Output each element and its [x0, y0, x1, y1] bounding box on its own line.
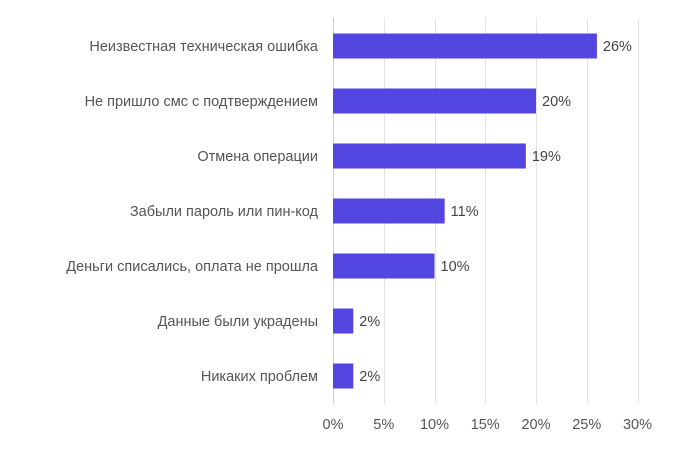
category-label: Неизвестная техническая ошибка: [89, 39, 319, 55]
data-label: 20%: [542, 94, 571, 110]
data-label: 19%: [532, 149, 561, 165]
bar: [333, 363, 354, 389]
x-axis-ticks: 0% 5% 10% 15% 20% 25% 30%: [323, 417, 653, 433]
data-label: 2%: [359, 369, 380, 385]
x-tick-label: 30%: [623, 417, 652, 433]
category-labels: Неизвестная техническая ошибка Не пришло …: [66, 39, 319, 385]
data-label: 10%: [441, 259, 470, 275]
bars: [333, 33, 597, 389]
x-tick-label: 5%: [373, 417, 394, 433]
x-tick-label: 20%: [521, 417, 550, 433]
bar: [333, 33, 597, 59]
category-label: Никаких проблем: [201, 369, 318, 385]
bar: [333, 253, 435, 279]
bar: [333, 88, 536, 114]
data-label: 11%: [451, 204, 479, 220]
bar: [333, 143, 526, 169]
data-labels: 26% 20% 19% 11% 10% 2% 2%: [359, 39, 632, 385]
data-label: 2%: [359, 314, 380, 330]
category-label: Забыли пароль или пин-код: [130, 204, 319, 220]
x-tick-label: 0%: [323, 417, 344, 433]
bar: [333, 308, 354, 334]
x-tick-label: 25%: [572, 417, 601, 433]
category-label: Отмена операции: [197, 149, 318, 165]
category-label: Деньги списались, оплата не прошла: [66, 259, 319, 275]
bar: [333, 198, 445, 224]
category-label: Не пришло смс с подтверждением: [85, 94, 318, 110]
category-label: Данные были украдены: [158, 314, 318, 330]
x-tick-label: 15%: [471, 417, 500, 433]
data-label: 26%: [603, 39, 632, 55]
x-tick-label: 10%: [420, 417, 449, 433]
